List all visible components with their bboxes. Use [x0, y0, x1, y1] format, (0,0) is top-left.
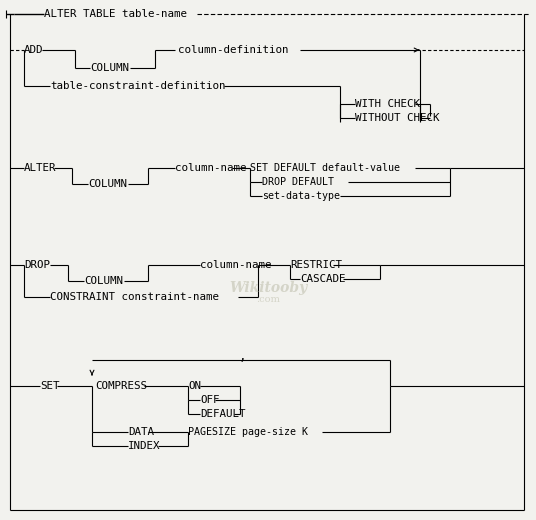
Text: column-name: column-name — [200, 260, 272, 270]
Text: COLUMN: COLUMN — [90, 63, 129, 73]
Text: CONSTRAINT constraint-name: CONSTRAINT constraint-name — [50, 292, 219, 302]
Text: RESTRICT: RESTRICT — [290, 260, 342, 270]
Text: PAGESIZE page-size K: PAGESIZE page-size K — [188, 427, 308, 437]
Text: ALTER: ALTER — [24, 163, 56, 173]
Text: ALTER TABLE table-name: ALTER TABLE table-name — [44, 9, 187, 19]
Text: set-data-type: set-data-type — [262, 191, 340, 201]
Text: SET DEFAULT default-value: SET DEFAULT default-value — [250, 163, 400, 173]
Text: COMPRESS: COMPRESS — [95, 381, 147, 391]
Text: table-constraint-definition: table-constraint-definition — [50, 81, 226, 91]
Text: column-name: column-name — [175, 163, 247, 173]
Text: .com: .com — [256, 295, 280, 305]
Text: ADD: ADD — [24, 45, 43, 55]
Text: OFF: OFF — [200, 395, 220, 405]
Text: ON: ON — [188, 381, 201, 391]
Text: INDEX: INDEX — [128, 441, 160, 451]
Text: DATA: DATA — [128, 427, 154, 437]
Text: DEFAULT: DEFAULT — [200, 409, 245, 419]
Text: SET: SET — [40, 381, 59, 391]
Text: DROP: DROP — [24, 260, 50, 270]
Text: COLUMN: COLUMN — [84, 276, 123, 286]
Text: CASCADE: CASCADE — [300, 274, 346, 284]
Text: ,: , — [238, 349, 245, 362]
Text: DROP DEFAULT: DROP DEFAULT — [262, 177, 334, 187]
Text: column-definition: column-definition — [178, 45, 288, 55]
Text: WITH CHECK: WITH CHECK — [355, 99, 420, 109]
Text: WITHOUT CHECK: WITHOUT CHECK — [355, 113, 440, 123]
Text: Wikitooby: Wikitooby — [229, 281, 307, 295]
Text: COLUMN: COLUMN — [88, 179, 127, 189]
